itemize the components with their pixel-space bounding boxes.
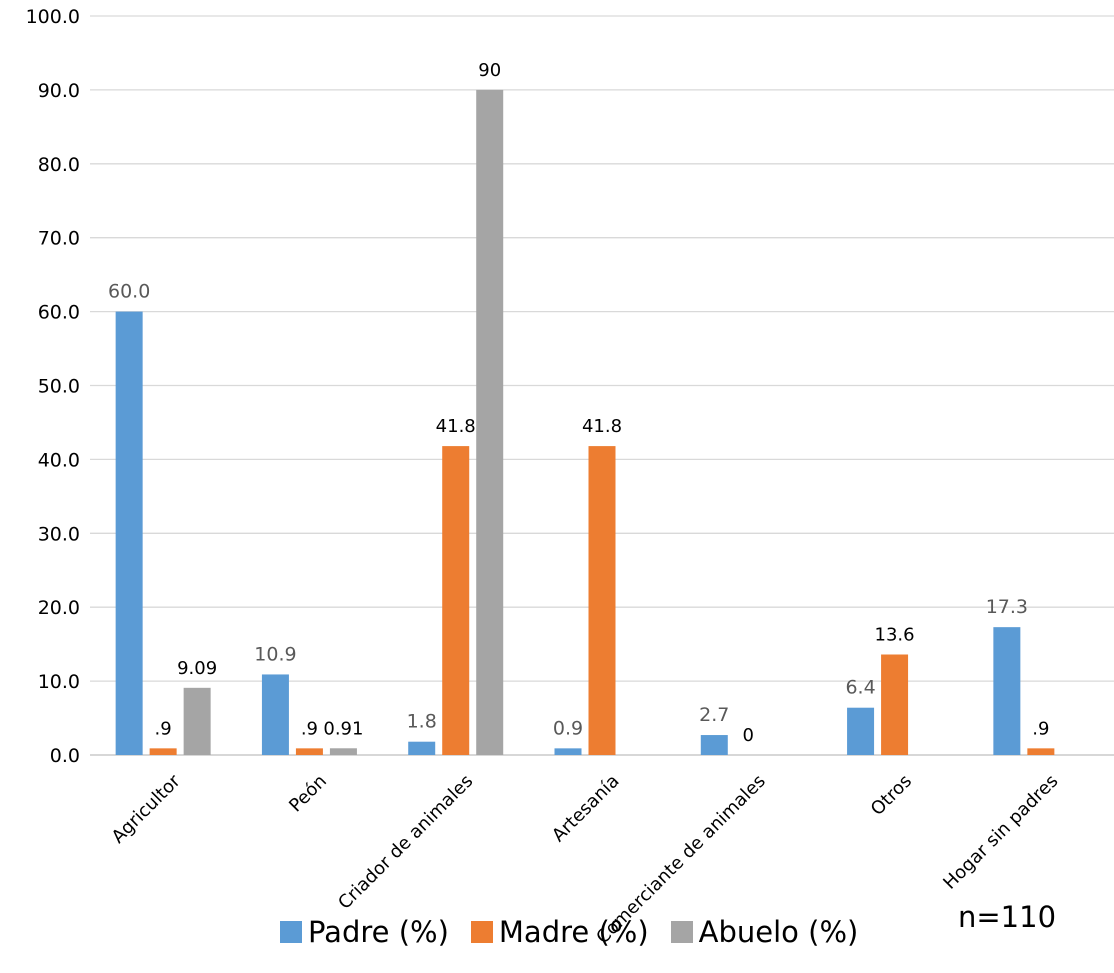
data-label: 0.9 (553, 717, 583, 739)
bar-madre (881, 654, 909, 755)
bar-padre (408, 741, 436, 755)
legend-swatch-padre (280, 921, 302, 943)
bar-madre (588, 446, 616, 755)
y-tick-label: 10.0 (38, 671, 80, 693)
category-label: Artesanía (548, 771, 623, 846)
category-label: Otros (867, 771, 916, 820)
category-label: Criador de animales (334, 771, 477, 914)
y-tick-label: 40.0 (38, 449, 80, 471)
bar-abuelo (476, 89, 504, 755)
data-label: .9 (301, 718, 318, 739)
category-label: Hogar sin padres (939, 771, 1062, 894)
legend-item-padre: Padre (%) (280, 915, 449, 949)
bar-padre (700, 735, 728, 755)
data-label: 13.6 (875, 624, 915, 645)
sample-size-note: n=110 (958, 900, 1057, 934)
data-label: 0 (743, 725, 754, 746)
bar-madre (442, 446, 470, 755)
legend-item-madre: Madre (%) (470, 915, 649, 949)
data-label: 0.91 (323, 718, 363, 739)
data-label: 41.8 (436, 416, 476, 437)
bar-padre (993, 627, 1021, 755)
y-tick-label: 80.0 (38, 154, 80, 176)
y-tick-label: 20.0 (38, 597, 80, 619)
y-tick-label: 70.0 (38, 228, 80, 250)
y-tick-label: 50.0 (38, 376, 80, 398)
data-label: 9.09 (177, 658, 217, 679)
data-label: 17.3 (986, 596, 1028, 618)
legend: Padre (%) Madre (%) Abuelo (%) (280, 915, 880, 949)
data-label: 6.4 (845, 677, 875, 699)
bar-padre (554, 748, 582, 755)
y-axis-ticks: 0.0 10.0 20.0 30.0 40.0 50.0 60.0 70.0 80.0 90.0 1… (26, 6, 80, 767)
legend-label-padre: Padre (%) (308, 915, 449, 949)
category-label: Agricultor (108, 770, 185, 847)
y-tick-label: 100.0 (26, 6, 80, 28)
y-tick-label: 60.0 (38, 302, 80, 324)
bar-madre (1027, 748, 1055, 755)
data-label: .9 (155, 718, 172, 739)
data-label: 41.8 (582, 416, 622, 437)
legend-swatch-madre (470, 921, 493, 943)
bar-madre (295, 748, 323, 755)
data-label: .9 (1032, 718, 1049, 739)
data-label: 1.8 (407, 711, 437, 733)
bar-padre (847, 707, 875, 755)
bar-abuelo (183, 687, 211, 755)
data-label: 90 (478, 60, 501, 81)
data-label: 60.0 (108, 281, 150, 303)
y-tick-label: 90.0 (38, 80, 80, 102)
y-tick-label: 0.0 (50, 745, 80, 767)
bar-padre (115, 311, 143, 755)
legend-label-madre: Madre (%) (498, 915, 649, 949)
bar-madre (149, 748, 177, 755)
bars (115, 89, 1055, 755)
legend-item-abuelo: Abuelo (%) (670, 915, 859, 949)
bar-abuelo (329, 748, 357, 755)
bar-padre (261, 674, 289, 755)
data-label: 10.9 (254, 643, 296, 665)
legend-swatch-abuelo (670, 921, 693, 943)
category-label: Peón (285, 771, 331, 817)
y-tick-label: 30.0 (38, 523, 80, 545)
data-label: 2.7 (699, 704, 729, 726)
legend-label-abuelo: Abuelo (%) (698, 915, 859, 949)
